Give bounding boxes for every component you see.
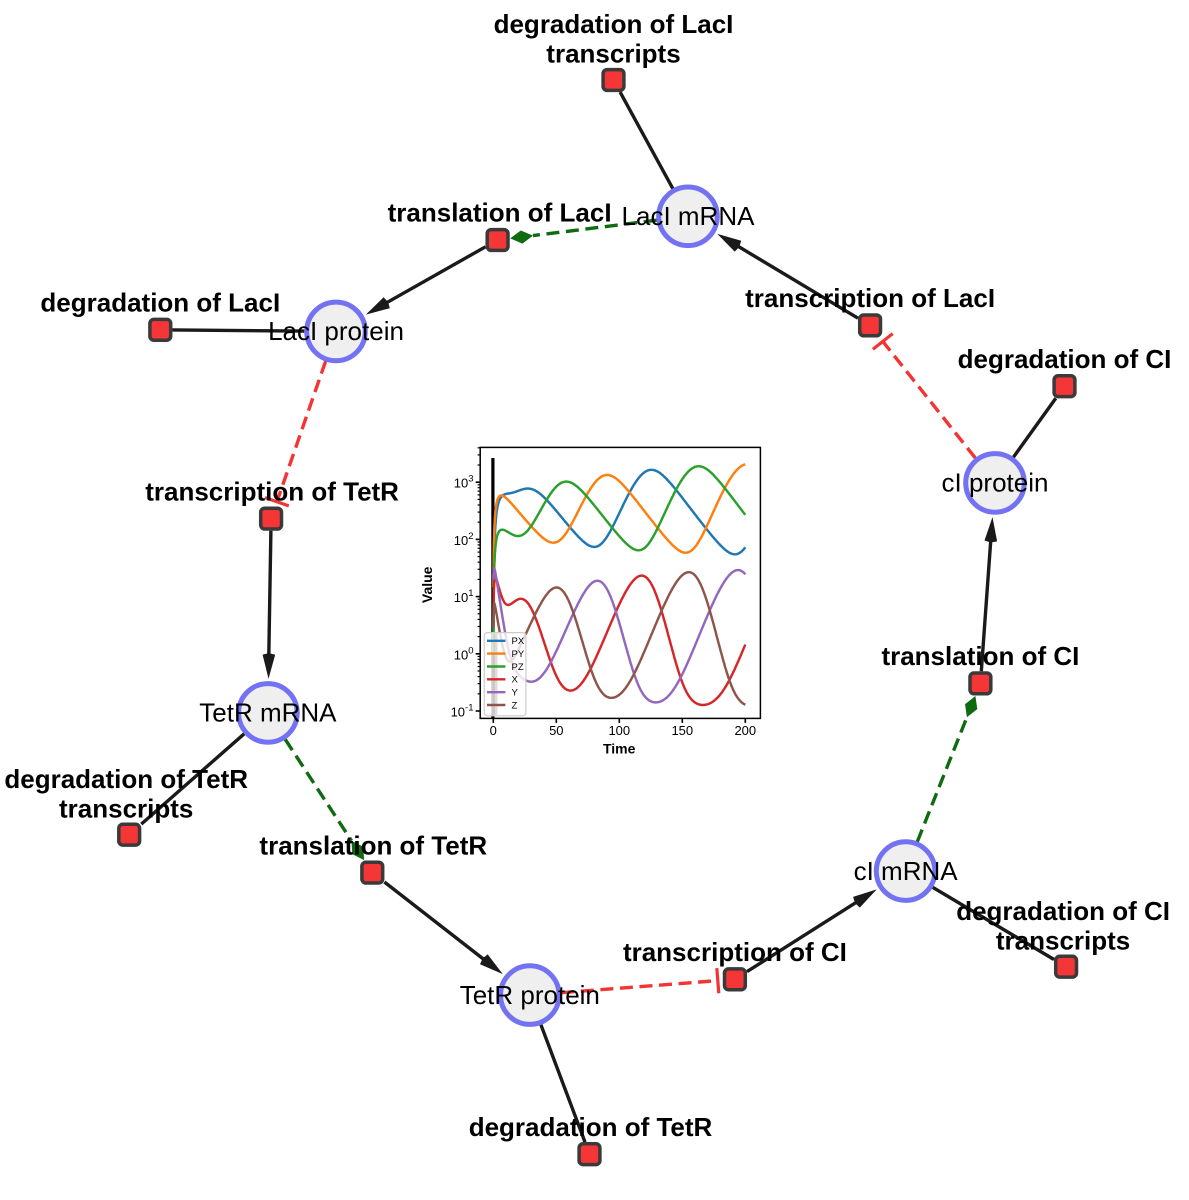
svg-text:transcription of TetR: transcription of TetR: [145, 476, 399, 506]
svg-text:degradation of TetR: degradation of TetR: [469, 1112, 713, 1142]
svg-text:TetR protein: TetR protein: [460, 980, 600, 1010]
svg-text:X: X: [512, 675, 519, 686]
svg-text:0: 0: [490, 723, 497, 738]
svg-text:transcripts: transcripts: [996, 925, 1130, 955]
svg-text:Time: Time: [603, 741, 636, 757]
svg-text:degradation of LacI: degradation of LacI: [494, 9, 734, 39]
svg-text:Value: Value: [419, 566, 435, 603]
svg-text:PY: PY: [512, 649, 525, 660]
svg-text:LacI mRNA: LacI mRNA: [622, 201, 756, 231]
svg-text:PZ: PZ: [512, 662, 524, 673]
svg-text:transcription of CI: transcription of CI: [623, 937, 847, 967]
svg-text:translation of CI: translation of CI: [881, 641, 1079, 671]
svg-text:LacI protein: LacI protein: [268, 316, 404, 346]
svg-text:degradation of TetR: degradation of TetR: [4, 764, 248, 794]
svg-text:cI mRNA: cI mRNA: [854, 856, 959, 886]
svg-text:200: 200: [734, 723, 756, 738]
svg-text:transcripts: transcripts: [59, 793, 193, 823]
svg-text:transcription of LacI: transcription of LacI: [745, 283, 995, 313]
svg-text:cI protein: cI protein: [942, 468, 1049, 498]
svg-text:150: 150: [671, 723, 693, 738]
svg-text:translation of LacI: translation of LacI: [388, 198, 612, 228]
svg-text:50: 50: [549, 723, 563, 738]
svg-text:translation of TetR: translation of TetR: [259, 830, 487, 860]
svg-text:transcripts: transcripts: [546, 39, 680, 69]
svg-text:Z: Z: [512, 700, 518, 711]
svg-text:degradation of LacI: degradation of LacI: [40, 288, 280, 318]
svg-text:PX: PX: [512, 636, 525, 647]
svg-text:degradation of CI: degradation of CI: [958, 344, 1172, 374]
svg-text:Y: Y: [512, 688, 519, 699]
svg-text:100: 100: [608, 723, 630, 738]
svg-text:TetR mRNA: TetR mRNA: [199, 698, 337, 728]
svg-text:degradation of CI: degradation of CI: [956, 896, 1170, 926]
